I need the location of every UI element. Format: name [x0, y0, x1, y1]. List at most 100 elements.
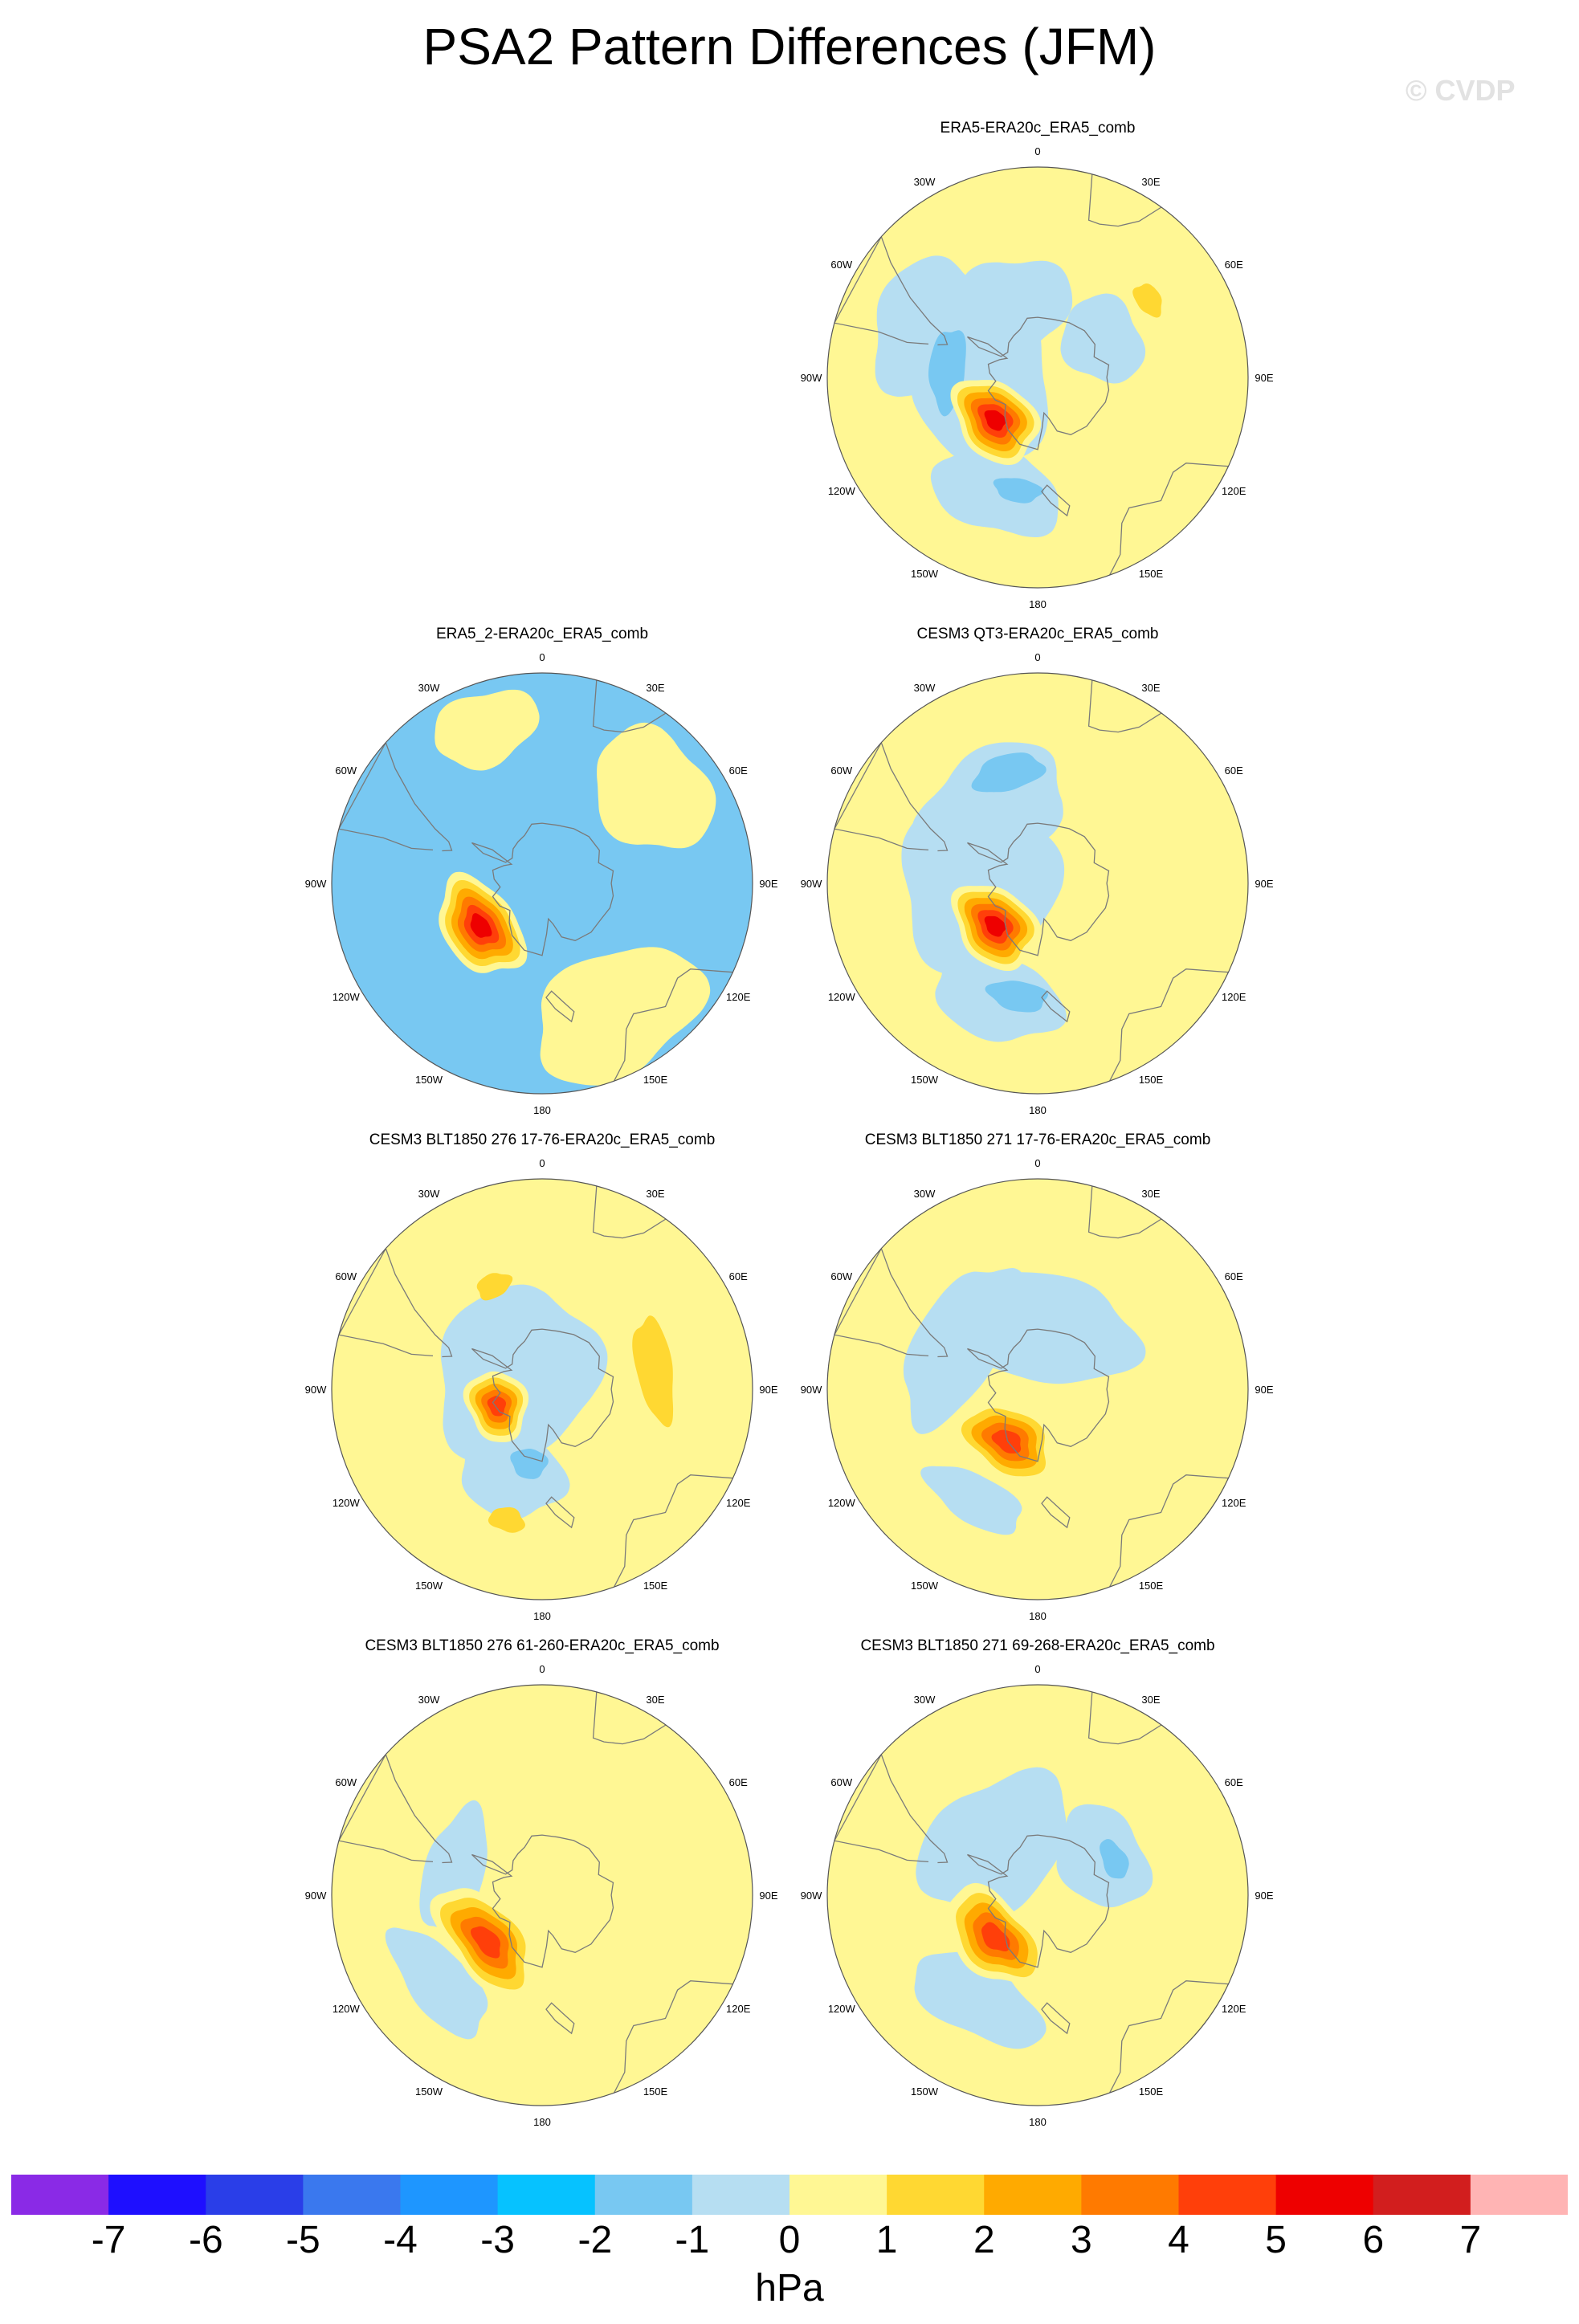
map-panel-3: CESM3 QT3-ERA20c_ERA5_comb 0 30E 60E 90E 120…	[749, 625, 1327, 1123]
map-field	[827, 167, 1248, 588]
south-america-outline	[833, 235, 949, 346]
contour-region	[597, 722, 716, 849]
contour-region	[984, 410, 1006, 431]
australia-outline	[1109, 1980, 1229, 2094]
colorbar-box	[984, 2175, 1082, 2215]
map-rim	[331, 1178, 753, 1600]
longitude-label: 60W	[335, 1776, 357, 1788]
antarctica-outline	[967, 1834, 1110, 1968]
africa-outline	[1087, 1691, 1162, 1745]
longitude-label: 90E	[759, 1384, 777, 1396]
longitude-label: 30E	[646, 682, 664, 694]
africa-outline	[1087, 173, 1162, 227]
longitude-label: 120W	[828, 991, 856, 1003]
map-rim	[826, 672, 1249, 1095]
longitude-label: 120W	[333, 2003, 361, 2015]
longitude-label: 0	[1034, 1663, 1040, 1675]
map-rim	[331, 672, 753, 1095]
longitude-label: 90E	[1255, 878, 1273, 890]
longitude-label: 150W	[911, 1580, 939, 1592]
main-title: PSA2 Pattern Differences (JFM)	[422, 18, 1157, 75]
longitude-label: 150W	[911, 1074, 939, 1086]
contour-region	[981, 1922, 1010, 1952]
longitude-label: 60W	[335, 764, 357, 777]
africa-outline	[1087, 1185, 1162, 1239]
map-rim	[826, 1178, 1249, 1600]
map-rim	[826, 166, 1249, 589]
longitude-label: 120E	[726, 1497, 751, 1509]
australia-outline	[614, 1474, 733, 1588]
colorbar-box	[206, 2175, 304, 2215]
contour-region	[510, 1449, 549, 1479]
colorbar-tick-label: 5	[1265, 2219, 1287, 2261]
longitude-label: 0	[539, 651, 545, 663]
longitude-label: 30E	[646, 1188, 664, 1200]
antarctica-outline	[471, 1834, 614, 1968]
longitude-label: 150E	[1139, 1580, 1164, 1592]
longitude-label: 30W	[418, 1188, 440, 1200]
longitude-label: 30W	[418, 682, 440, 694]
australia-outline	[1109, 463, 1229, 576]
contour-region	[920, 1466, 1022, 1535]
colorbar-box	[1178, 2175, 1277, 2215]
longitude-label: 60W	[830, 1270, 852, 1282]
longitude-label: 150W	[415, 2085, 443, 2098]
contour-region	[984, 915, 1006, 937]
colorbar-tick-label: 4	[1168, 2219, 1189, 2261]
longitude-label: 90W	[801, 1384, 822, 1396]
longitude-label: 0	[539, 1663, 545, 1675]
colorbar-tick-label: -5	[286, 2219, 320, 2261]
colorbar-tick-label: 2	[973, 2219, 995, 2261]
longitude-label: 180	[533, 1104, 551, 1116]
longitude-label: 150W	[415, 1580, 443, 1592]
colorbar-tick-label: -3	[480, 2219, 515, 2261]
map-field	[827, 673, 1248, 1094]
longitude-label: 120E	[726, 2003, 751, 2015]
map-svg: 0 30E 60E 90E 120E 150E 180 150W 120W 90W 60W 30W	[801, 1663, 1274, 2128]
longitude-label: 120E	[1222, 485, 1246, 497]
longitude-label: 150W	[911, 568, 939, 580]
longitude-label: 180	[1029, 1104, 1047, 1116]
longitude-label: 180	[1029, 2116, 1047, 2128]
south-america-outline	[337, 1753, 453, 1864]
contour-region	[1132, 283, 1162, 318]
contour-region	[487, 1396, 507, 1417]
longitude-label: 60E	[1225, 1776, 1243, 1788]
south-america-outline	[337, 741, 453, 852]
longitude-label: 90W	[305, 1890, 327, 1902]
longitude-label: 120E	[1222, 2003, 1246, 2015]
panel-title: ERA5_2-ERA20c_ERA5_comb	[435, 626, 649, 642]
contour-region	[916, 1767, 1067, 1919]
longitude-label: 120W	[828, 485, 856, 497]
longitude-label: 60E	[729, 1270, 748, 1282]
longitude-label: 150E	[643, 1074, 668, 1086]
longitude-label: 150W	[911, 2085, 939, 2098]
new-zealand-outline	[1041, 484, 1071, 517]
longitude-label: 150E	[1139, 2085, 1164, 2098]
new-zealand-outline	[545, 990, 575, 1023]
longitude-label: 60E	[1225, 764, 1243, 777]
map-field	[332, 1179, 753, 1600]
colorbar-tick-label: -1	[675, 2219, 710, 2261]
colorbar-box	[692, 2175, 790, 2215]
contour-region	[955, 1272, 1146, 1384]
longitude-label: 60W	[830, 259, 852, 271]
new-zealand-outline	[1041, 1496, 1071, 1529]
contour-region	[991, 1429, 1022, 1454]
map-svg: 0 30E 60E 90E 120E 150E 180 150W 120W 90W 60W 30W	[801, 651, 1274, 1116]
longitude-label: 30W	[914, 1694, 936, 1706]
contour-region	[632, 1315, 674, 1428]
antarctica-outline	[967, 822, 1110, 956]
longitude-label: 60E	[1225, 1270, 1243, 1282]
map-svg: 0 30E 60E 90E 120E 150E 180 150W 120W 90W 60W 30W	[305, 1663, 778, 2128]
map-field	[827, 1179, 1248, 1600]
map-field	[332, 673, 753, 1094]
colorbar-units: hPa	[755, 2267, 824, 2310]
contour-region	[540, 947, 711, 1086]
australia-outline	[614, 968, 733, 1082]
panel-title: CESM3 BLT1850 276 61-260-ERA20c_ERA5_com…	[365, 1637, 720, 1654]
map-panel-7: CESM3 BLT1850 271 69-268-ERA20c_ERA5_com…	[749, 1637, 1327, 2134]
colorbar-tick-label: 1	[875, 2219, 898, 2261]
map-svg: 0 30E 60E 90E 120E 150E 180 150W 120W 90W 60W 30W	[305, 651, 778, 1116]
longitude-label: 60W	[335, 1270, 357, 1282]
